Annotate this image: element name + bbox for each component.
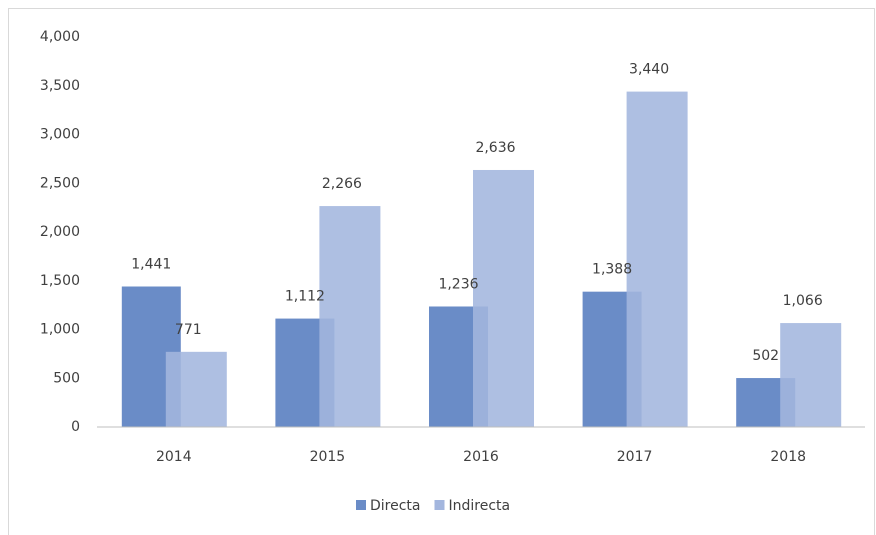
bar: [473, 169, 534, 428]
x-tick-label: 2018: [770, 449, 806, 465]
y-tick-label: 1,500: [40, 273, 80, 289]
x-tick-label: 2014: [156, 449, 192, 465]
value-label: 1,441: [131, 257, 171, 273]
y-tick-label: 3,500: [40, 78, 80, 94]
value-label: 771: [175, 322, 202, 338]
x-tick-label: 2015: [310, 449, 346, 465]
value-label: 502: [752, 348, 779, 364]
value-label: 2,636: [475, 140, 515, 156]
x-tick-label: 2016: [463, 449, 499, 465]
bar: [626, 91, 688, 427]
value-label: 1,066: [783, 293, 823, 309]
y-tick-label: 0: [71, 419, 80, 435]
chart-frame: [8, 8, 875, 535]
y-tick-label: 3,000: [40, 127, 80, 143]
x-tick-label: 2017: [617, 449, 653, 465]
y-tick-label: 4,000: [40, 29, 80, 45]
value-label: 2,266: [322, 176, 362, 192]
bar: [319, 206, 381, 427]
value-label: 1,236: [438, 276, 478, 292]
bar: [780, 323, 842, 427]
value-label: 3,440: [629, 62, 669, 78]
y-tick-label: 1,000: [40, 322, 80, 338]
y-tick-label: 2,500: [40, 175, 80, 191]
legend-label: Indirecta: [449, 498, 511, 514]
value-label: 1,112: [285, 289, 325, 305]
bar: [165, 351, 227, 427]
value-label: 1,388: [592, 262, 632, 278]
legend-swatch: [356, 500, 366, 510]
legend-label: Directa: [370, 498, 421, 514]
y-tick-label: 500: [53, 370, 80, 386]
legend-swatch: [434, 500, 445, 510]
y-tick-label: 2,000: [40, 224, 80, 240]
